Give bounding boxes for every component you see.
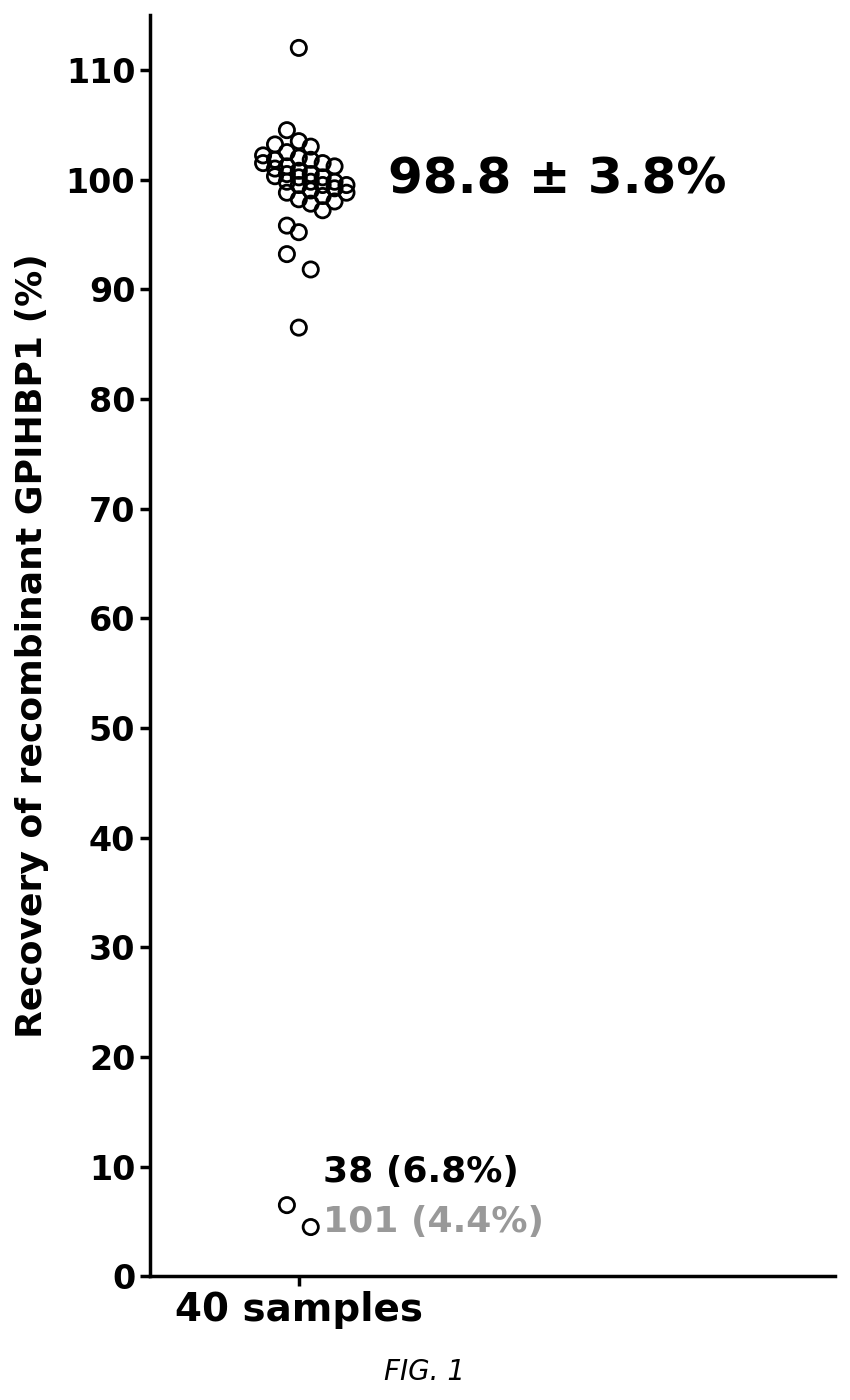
Point bbox=[304, 136, 318, 158]
Point bbox=[280, 162, 294, 185]
Point bbox=[292, 316, 306, 339]
Point bbox=[292, 160, 306, 182]
Point bbox=[292, 147, 306, 169]
Point bbox=[304, 258, 318, 280]
Point bbox=[328, 171, 342, 193]
Text: 98.8 ± 3.8%: 98.8 ± 3.8% bbox=[388, 155, 727, 203]
Point bbox=[269, 148, 282, 171]
Point bbox=[269, 133, 282, 155]
Text: 101 (4.4%): 101 (4.4%) bbox=[323, 1204, 544, 1239]
Point bbox=[340, 182, 354, 204]
Point bbox=[304, 162, 318, 185]
Point bbox=[304, 192, 318, 214]
Point bbox=[316, 185, 330, 207]
Point bbox=[292, 221, 306, 244]
Point bbox=[269, 165, 282, 188]
Point bbox=[292, 36, 306, 59]
Point bbox=[292, 188, 306, 210]
Point bbox=[316, 199, 330, 221]
Point bbox=[280, 155, 294, 178]
Point bbox=[304, 179, 318, 202]
Point bbox=[316, 174, 330, 196]
Point bbox=[304, 1215, 318, 1238]
Point bbox=[280, 244, 294, 266]
Point bbox=[316, 167, 330, 189]
Point bbox=[292, 167, 306, 189]
Y-axis label: Recovery of recombinant GPIHBP1 (%): Recovery of recombinant GPIHBP1 (%) bbox=[15, 253, 49, 1037]
Point bbox=[292, 130, 306, 153]
Point bbox=[280, 171, 294, 193]
Point bbox=[280, 141, 294, 164]
Point bbox=[280, 182, 294, 204]
Point bbox=[340, 174, 354, 196]
Text: FIG. 1: FIG. 1 bbox=[384, 1358, 466, 1386]
Text: 38 (6.8%): 38 (6.8%) bbox=[323, 1155, 518, 1189]
Point bbox=[304, 171, 318, 193]
Point bbox=[292, 174, 306, 196]
Point bbox=[256, 151, 269, 174]
Point bbox=[316, 151, 330, 174]
Point bbox=[280, 1194, 294, 1217]
Point bbox=[280, 214, 294, 237]
Point bbox=[328, 178, 342, 200]
Point bbox=[256, 144, 269, 167]
Point bbox=[269, 157, 282, 179]
Point bbox=[328, 190, 342, 213]
Point bbox=[280, 119, 294, 141]
Point bbox=[304, 148, 318, 171]
Point bbox=[328, 155, 342, 178]
